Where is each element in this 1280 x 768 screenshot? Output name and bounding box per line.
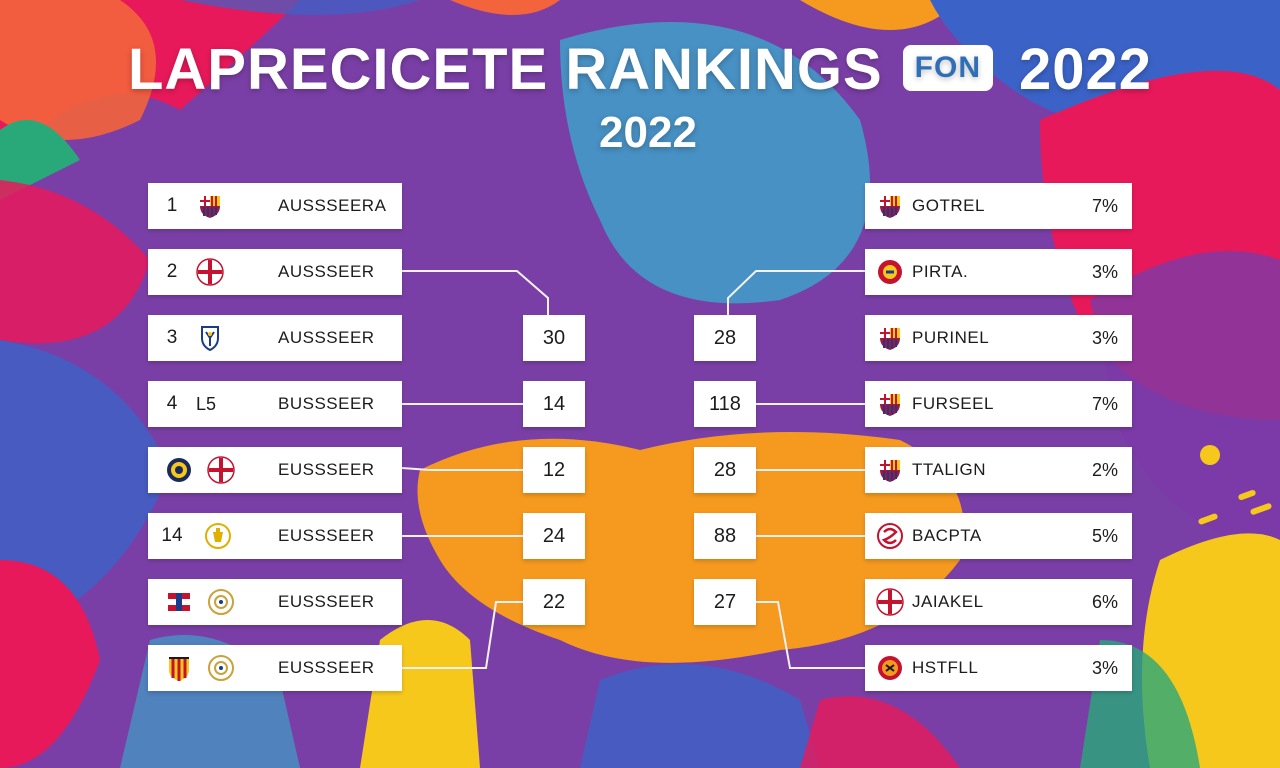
team-name: FURSEEL — [912, 394, 994, 413]
blue-shield-crest-icon — [196, 324, 224, 352]
red-cross-crest-icon — [196, 258, 224, 286]
red-cross-crest-icon — [876, 588, 904, 616]
percentage: 6% — [1091, 591, 1118, 612]
team-name: TTALIGN — [912, 460, 987, 479]
score-right-3[interactable]: 28 — [694, 447, 756, 493]
right-row-1[interactable]: GOTREL 7% — [865, 183, 1132, 229]
percentage: 3% — [1091, 261, 1118, 282]
barca-crest-icon — [876, 390, 904, 418]
percentage: 3% — [1091, 657, 1118, 678]
right-row-2[interactable]: PIRTA. 3% — [865, 249, 1132, 295]
rank: 3 — [166, 327, 178, 348]
team-name: PURINEL — [912, 328, 990, 347]
team-name: EUSSSEER — [278, 592, 375, 611]
right-row-4[interactable]: FURSEEL 7% — [865, 381, 1132, 427]
percentage: 7% — [1091, 393, 1118, 414]
right-row-3[interactable]: PURINEL 3% — [865, 315, 1132, 361]
team-name: JAIAKEL — [912, 592, 984, 611]
team-name: EUSSSEER — [278, 526, 375, 545]
red-swirl-crest-icon — [876, 522, 904, 550]
page-subtitle: 2022 — [599, 108, 697, 157]
percentage: 3% — [1091, 327, 1118, 348]
team-name: EUSSSEER — [278, 658, 375, 677]
rank: 14 — [161, 525, 183, 546]
team-name: GOTREL — [912, 196, 985, 215]
right-row-8[interactable]: HSTFLL 3% — [865, 645, 1132, 691]
left-row-7[interactable]: EUSSSEER — [148, 579, 402, 625]
right-row-6[interactable]: BACPTA 5% — [865, 513, 1132, 559]
title-badge: FON — [902, 44, 993, 91]
score-right-5[interactable]: 27 — [694, 579, 756, 625]
team-name: HSTFLL — [912, 658, 979, 677]
team-name: PIRTA. — [912, 262, 969, 281]
red-round-crest-icon — [876, 258, 904, 286]
left-row-6[interactable]: 14 EUSSSEER — [148, 513, 402, 559]
barca-crest-icon — [876, 192, 904, 220]
barca-crest-icon — [876, 324, 904, 352]
score-left-5[interactable]: 22 — [523, 579, 585, 625]
team-name: AUSSSEERA — [278, 196, 387, 215]
score-left-4[interactable]: 24 — [523, 513, 585, 559]
left-row-1[interactable]: 1 AUSSSEERA — [148, 183, 402, 229]
left-row-4[interactable]: 4 L5 BUSSSEER — [148, 381, 402, 427]
right-row-7[interactable]: JAIAKEL 6% — [865, 579, 1132, 625]
percentage: 5% — [1091, 525, 1118, 546]
score-right-2[interactable]: 118 — [694, 381, 756, 427]
team-name: AUSSSEER — [278, 328, 375, 347]
rank: 4 — [166, 393, 178, 414]
gold-crest-icon — [204, 522, 232, 550]
left-row-5[interactable]: EUSSSEER — [148, 447, 402, 493]
right-row-5[interactable]: TTALIGN 2% — [865, 447, 1132, 493]
barca-crest-icon — [876, 456, 904, 484]
score-right-1[interactable]: 28 — [694, 315, 756, 361]
gold-wreath-crest-icon — [207, 588, 235, 616]
percentage: 7% — [1091, 195, 1118, 216]
red-blue-shield-icon — [165, 588, 193, 616]
score-right-4[interactable]: 88 — [694, 513, 756, 559]
percentage: 2% — [1091, 459, 1118, 480]
team-name: EUSSSEER — [278, 460, 375, 479]
score-left-2[interactable]: 14 — [523, 381, 585, 427]
red-orange-round-crest-icon — [876, 654, 904, 682]
title-year: 2022 — [1019, 37, 1153, 102]
red-yellow-stripes-icon — [165, 654, 193, 682]
score-left-3[interactable]: 12 — [523, 447, 585, 493]
rank: 2 — [166, 261, 178, 282]
left-row-8[interactable]: EUSSSEER — [148, 645, 402, 691]
team-abbreviation: L5 — [196, 393, 217, 414]
page-title: LAPRECICETE RANKINGS FON 2022 — [0, 36, 1280, 103]
left-row-2[interactable]: 2 AUSSSEER — [148, 249, 402, 295]
score-left-1[interactable]: 30 — [523, 315, 585, 361]
title-main: LAPRECICETE RANKINGS — [127, 37, 883, 102]
team-name: AUSSSEER — [278, 262, 375, 281]
gold-wreath-crest-icon — [207, 654, 235, 682]
navy-round-crest-icon — [165, 456, 193, 484]
team-name: BACPTA — [912, 526, 982, 545]
team-name: BUSSSEER — [278, 394, 375, 413]
barca-crest-icon — [196, 192, 224, 220]
rank: 1 — [166, 195, 178, 216]
red-cross-crest-icon — [207, 456, 235, 484]
left-row-3[interactable]: 3 AUSSSEER — [148, 315, 402, 361]
